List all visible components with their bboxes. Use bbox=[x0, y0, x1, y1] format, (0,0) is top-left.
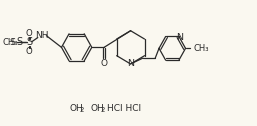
Text: N: N bbox=[176, 33, 183, 42]
Text: HCl HCl: HCl HCl bbox=[107, 104, 141, 114]
Text: S: S bbox=[26, 37, 32, 48]
Text: CH₃: CH₃ bbox=[193, 44, 209, 53]
Text: OH: OH bbox=[69, 104, 83, 114]
Text: O: O bbox=[26, 29, 33, 38]
Text: 2: 2 bbox=[101, 107, 105, 113]
Text: S: S bbox=[9, 38, 15, 47]
Text: NH: NH bbox=[35, 31, 48, 40]
Text: CH₃: CH₃ bbox=[2, 38, 18, 47]
Text: OH: OH bbox=[91, 104, 105, 114]
Text: S: S bbox=[17, 37, 23, 48]
Text: O: O bbox=[26, 47, 33, 56]
Text: O: O bbox=[100, 59, 108, 68]
Text: 2: 2 bbox=[79, 107, 84, 113]
Text: N: N bbox=[127, 59, 134, 68]
